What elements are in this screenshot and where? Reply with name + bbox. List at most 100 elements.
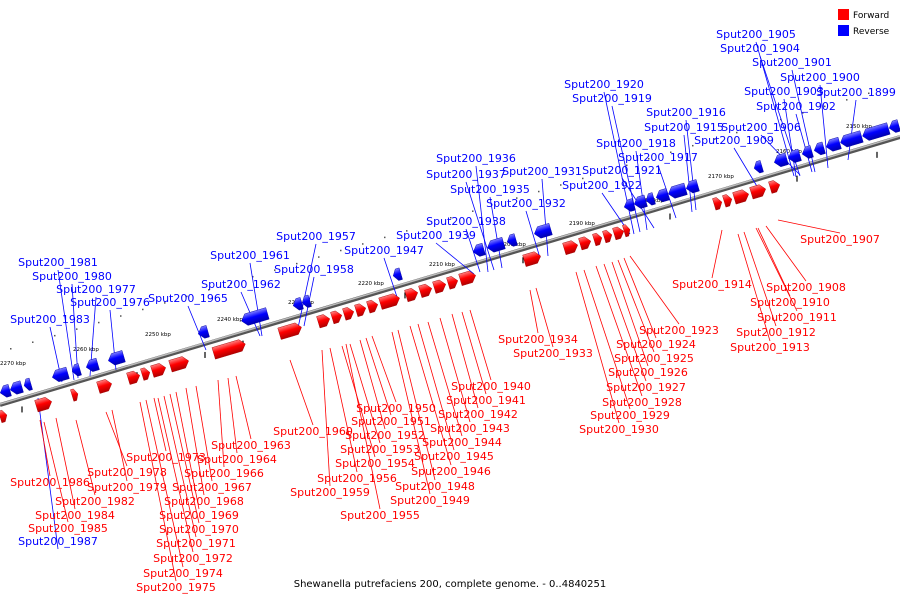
reverse-gene-label[interactable]: Sput200_1900 [780,71,860,84]
forward-gene-label[interactable]: Sput200_1985 [28,522,108,535]
forward-gene-label[interactable]: Sput200_1963 [211,439,291,452]
forward-gene-label[interactable]: Sput200_1926 [608,366,688,379]
reverse-gene-label[interactable]: Sput200_1965 [148,292,228,305]
forward-gene-arrow[interactable] [732,188,751,205]
forward-gene-label[interactable]: Sput200_1946 [411,465,491,478]
reverse-gene-arrow[interactable] [291,297,304,311]
reverse-gene-arrow[interactable] [9,380,24,396]
reverse-gene-label[interactable]: Sput200_1983 [10,313,90,326]
reverse-gene-label[interactable]: Sput200_1981 [18,256,98,269]
forward-gene-arrow[interactable] [378,292,402,310]
reverse-gene-arrow[interactable] [839,130,864,149]
forward-gene-arrow[interactable] [622,224,631,238]
forward-gene-label[interactable]: Sput200_1959 [290,486,370,499]
reverse-gene-arrow[interactable] [685,179,700,194]
reverse-gene-label[interactable]: Sput200_1935 [450,183,530,196]
reverse-gene-label[interactable]: Sput200_1903 [744,85,824,98]
reverse-gene-label[interactable]: Sput200_1905 [716,28,796,41]
forward-gene-label[interactable]: Sput200_1969 [159,509,239,522]
forward-gene-label[interactable]: Sput200_1954 [335,457,415,470]
reverse-gene-label[interactable]: Sput200_1931 [502,165,582,178]
reverse-gene-arrow[interactable] [85,357,100,373]
reverse-gene-arrow[interactable] [800,145,814,160]
reverse-gene-label[interactable]: Sput200_1932 [486,197,566,210]
reverse-gene-label[interactable]: Sput200_1977 [56,283,136,296]
forward-gene-arrow[interactable] [34,396,54,413]
forward-gene-label[interactable]: Sput200_1910 [750,296,830,309]
forward-gene-arrow[interactable] [354,302,367,317]
forward-gene-arrow[interactable] [140,367,151,381]
forward-gene-label[interactable]: Sput200_1968 [164,495,244,508]
forward-gene-label[interactable]: Sput200_1929 [590,409,670,422]
forward-gene-arrow[interactable] [749,183,768,200]
forward-gene-label[interactable]: Sput200_1914 [672,278,752,291]
forward-gene-label[interactable]: Sput200_1978 [87,466,167,479]
forward-gene-arrow[interactable] [168,355,191,373]
reverse-gene-arrow[interactable] [505,233,518,248]
forward-gene-label[interactable]: Sput200_1964 [197,453,277,466]
reverse-gene-label[interactable]: Sput200_1922 [562,179,642,192]
reverse-gene-arrow[interactable] [472,242,486,258]
reverse-gene-label[interactable]: Sput200_1902 [756,100,836,113]
forward-gene-arrow[interactable] [418,283,434,298]
forward-gene-label[interactable]: Sput200_1911 [757,311,837,324]
reverse-gene-arrow[interactable] [667,182,688,200]
reverse-gene-label[interactable]: Sput200_1906 [721,121,801,134]
forward-gene-label[interactable]: Sput200_1970 [159,523,239,536]
reverse-gene-label[interactable]: Sput200_1936 [436,152,516,165]
forward-gene-label[interactable]: Sput200_1971 [156,537,236,550]
reverse-gene-arrow[interactable] [655,188,670,203]
reverse-gene-label[interactable]: Sput200_1976 [70,296,150,309]
forward-gene-label[interactable]: Sput200_1949 [390,494,470,507]
forward-gene-label[interactable]: Sput200_1923 [639,324,719,337]
forward-gene-arrow[interactable] [722,193,733,208]
forward-gene-arrow[interactable] [277,321,303,340]
reverse-gene-arrow[interactable] [861,122,891,142]
reverse-gene-label[interactable]: Sput200_1937 [426,168,506,181]
reverse-gene-arrow[interactable] [752,160,764,174]
forward-gene-label[interactable]: Sput200_1924 [616,338,696,351]
forward-gene-arrow[interactable] [562,239,580,255]
forward-gene-label[interactable]: Sput200_1943 [430,422,510,435]
reverse-gene-arrow[interactable] [533,223,553,239]
reverse-gene-arrow[interactable] [196,325,210,339]
forward-gene-arrow[interactable] [768,179,781,194]
forward-gene-arrow[interactable] [330,309,343,325]
forward-gene-label[interactable]: Sput200_1951 [351,415,431,428]
reverse-gene-arrow[interactable] [51,366,70,383]
forward-gene-arrow[interactable] [316,313,332,329]
forward-gene-label[interactable]: Sput200_1952 [345,429,425,442]
reverse-gene-label[interactable]: Sput200_1957 [276,230,356,243]
reverse-gene-arrow[interactable] [300,294,312,309]
forward-gene-label[interactable]: Sput200_1975 [136,581,216,594]
forward-gene-label[interactable]: Sput200_1955 [340,509,420,522]
forward-gene-arrow[interactable] [342,306,355,321]
forward-gene-arrow[interactable] [211,338,247,360]
forward-gene-arrow[interactable] [612,225,625,241]
forward-gene-arrow[interactable] [0,409,9,423]
forward-gene-arrow[interactable] [404,287,420,303]
forward-gene-arrow[interactable] [70,388,79,402]
reverse-gene-arrow[interactable] [825,136,842,152]
reverse-gene-label[interactable]: Sput200_1909 [694,134,774,147]
reverse-gene-label[interactable]: Sput200_1921 [582,164,662,177]
reverse-gene-label[interactable]: Sput200_1938 [426,215,506,228]
reverse-gene-arrow[interactable] [773,152,789,168]
reverse-gene-label[interactable]: Sput200_1918 [596,137,676,150]
forward-gene-label[interactable]: Sput200_1982 [55,495,135,508]
reverse-gene-label[interactable]: Sput200_1962 [201,278,281,291]
forward-gene-arrow[interactable] [602,229,613,244]
reverse-gene-label[interactable]: Sput200_1901 [752,56,832,69]
reverse-gene-label[interactable]: Sput200_1899 [816,86,896,99]
forward-gene-label[interactable]: Sput200_1974 [143,567,223,580]
forward-gene-label[interactable]: Sput200_1933 [513,347,593,360]
forward-gene-label[interactable]: Sput200_1966 [184,467,264,480]
forward-gene-label[interactable]: Sput200_1944 [422,436,502,449]
reverse-gene-label[interactable]: Sput200_1939 [396,229,476,242]
forward-gene-arrow[interactable] [578,235,593,251]
reverse-gene-arrow[interactable] [22,377,33,391]
forward-gene-label[interactable]: Sput200_1960 [273,425,353,438]
reverse-gene-label[interactable]: Sput200_1919 [572,92,652,105]
forward-gene-label[interactable]: Sput200_1950 [356,402,436,415]
reverse-gene-arrow[interactable] [787,148,802,164]
